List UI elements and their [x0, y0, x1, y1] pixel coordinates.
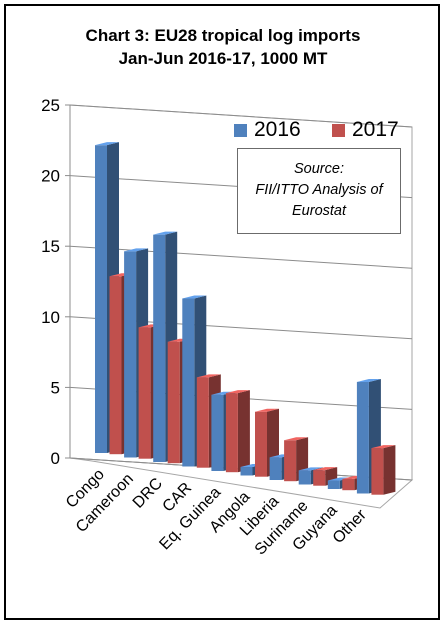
source-note-line-2: FII/ITTO Analysis of [255, 182, 383, 198]
chart-title: Chart 3: EU28 tropical log imports Jan-J… [0, 24, 446, 70]
bar-front [196, 377, 209, 468]
y-tick-label: 20 [41, 167, 60, 186]
bar-front [313, 470, 326, 486]
bar-front [182, 298, 195, 467]
source-note-line-3: Eurostat [292, 203, 346, 219]
chart-frame [4, 4, 440, 620]
y-tick-label: 0 [51, 449, 60, 468]
bar-top [196, 374, 221, 378]
bar-front [284, 440, 297, 482]
bar-top [356, 378, 381, 382]
bar-top [95, 142, 119, 146]
legend-item-2017: 2017 [332, 118, 399, 142]
bar-front [124, 251, 137, 458]
bar-top [124, 248, 149, 252]
bar-side [237, 390, 250, 473]
bar-2017-other [371, 445, 396, 495]
bar-front [356, 381, 369, 494]
legend-label-2016: 2016 [254, 118, 301, 141]
legend-swatch-2016 [234, 123, 247, 137]
bars [95, 142, 396, 495]
gridline [69, 104, 413, 128]
y-tick-label: 25 [41, 96, 60, 115]
legend: 2016 2017 [232, 118, 432, 142]
source-note-line-1: Source: [294, 161, 344, 177]
legend-label-2017: 2017 [352, 118, 399, 141]
bar-front [167, 341, 180, 464]
bar-front [109, 276, 122, 455]
y-tick-label: 10 [41, 308, 60, 327]
bar-2017-eqguinea [225, 390, 250, 473]
bar-top [182, 295, 207, 299]
bar-front [240, 467, 253, 476]
legend-item-2016: 2016 [234, 118, 301, 142]
bar-side [383, 445, 396, 495]
bar-top [255, 408, 279, 412]
bar-front [138, 327, 151, 459]
legend-swatch-2017 [332, 123, 345, 137]
chart-title-line-2: Jan-Jun 2016-17, 1000 MT [118, 49, 328, 68]
bar-front [327, 480, 340, 489]
y-tick-label: 15 [41, 237, 60, 256]
gridline [69, 245, 413, 269]
bar-top [371, 445, 396, 449]
y-tick-label: 5 [51, 378, 60, 397]
bar-front [371, 448, 384, 495]
bar-front [95, 145, 107, 453]
bar-front [342, 478, 355, 491]
bar-top [225, 390, 250, 394]
bar-front [211, 394, 224, 471]
bar-top [284, 437, 309, 441]
bar-front [153, 234, 166, 462]
bar-front [225, 393, 238, 473]
source-note-box: Source: FII/ITTO Analysis of Eurostat [237, 148, 401, 234]
bar-front [255, 411, 267, 477]
bar-top [313, 467, 338, 471]
bar-top [153, 231, 178, 235]
bar-front [298, 470, 311, 485]
bar-front [269, 457, 282, 480]
bar-top [298, 467, 323, 471]
chart-title-line-1: Chart 3: EU28 tropical log imports [85, 26, 361, 45]
y-axis: 0 5 10 15 20 25 [41, 96, 71, 468]
